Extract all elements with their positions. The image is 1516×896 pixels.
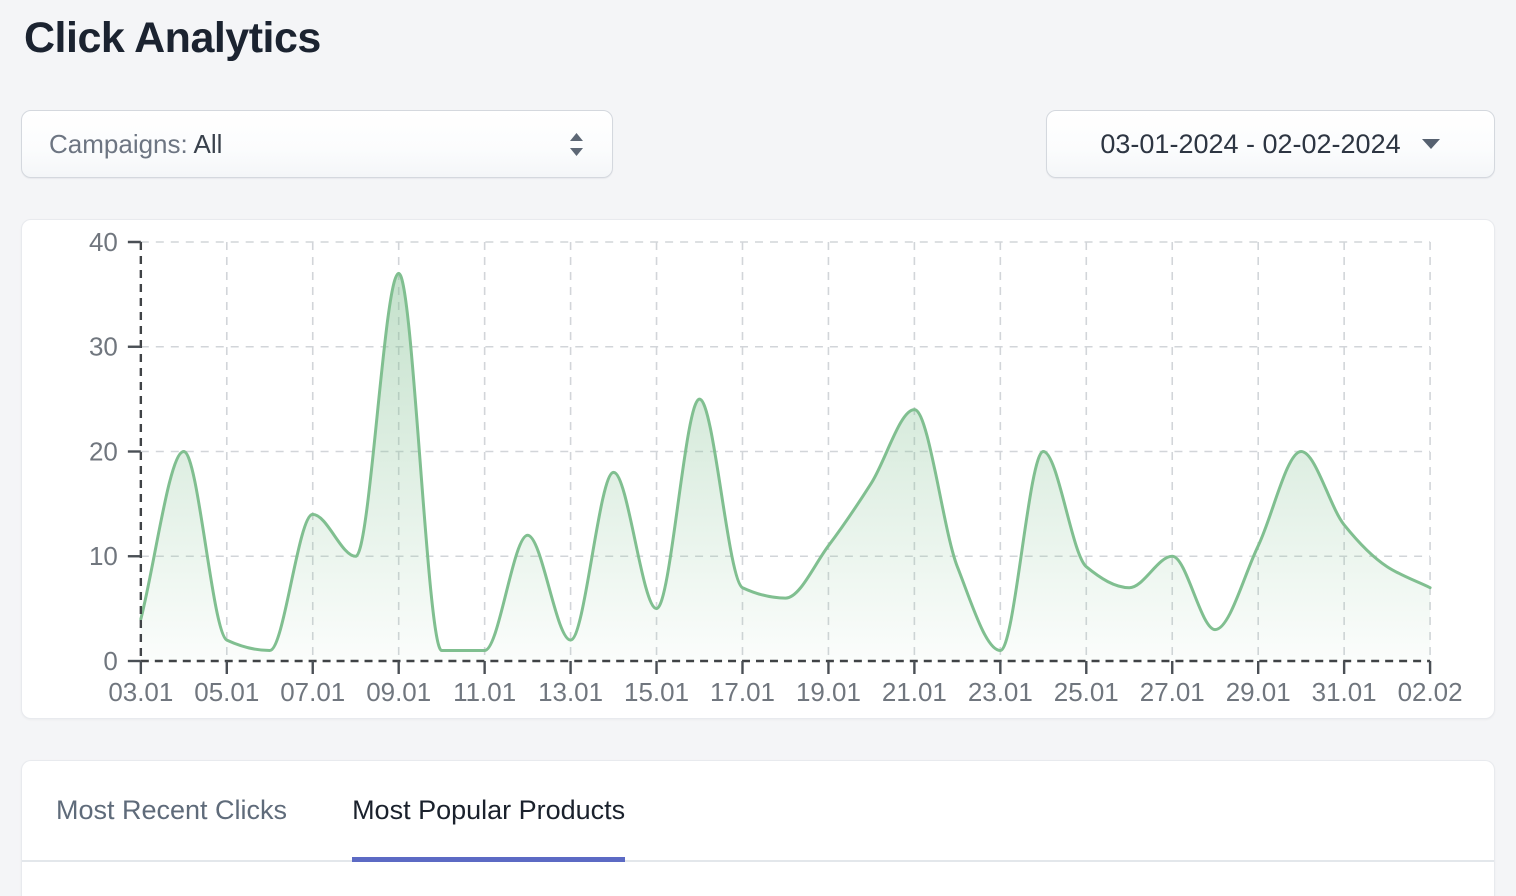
clicks-area-chart: 0 10 20 30 40 03.01 05.01 07.01 09.01 11.01 13.01 1… (89, 227, 1463, 707)
campaigns-select[interactable]: Campaigns: All (21, 110, 613, 178)
x-tick-label: 13.01 (538, 677, 603, 707)
x-tick-label: 11.01 (453, 677, 516, 707)
campaigns-select-text: Campaigns: All (49, 129, 222, 160)
x-tick-label: 09.01 (366, 677, 431, 707)
tab-label: Most Recent Clicks (56, 795, 288, 825)
series-area-fill (140, 273, 1431, 661)
x-tick-label: 31.01 (1312, 677, 1377, 707)
tabs-card: Most Recent Clicks Most Popular Products (21, 760, 1495, 896)
tab-most-popular-products[interactable]: Most Popular Products (352, 761, 626, 862)
x-tick-label: 02.02 (1398, 677, 1463, 707)
y-tick-label: 30 (89, 332, 118, 362)
y-tick-label: 10 (89, 541, 118, 571)
x-tick-label: 21.01 (882, 677, 947, 707)
x-tick-label: 29.01 (1226, 677, 1291, 707)
x-tick-label: 27.01 (1140, 677, 1205, 707)
select-updown-icon (570, 132, 583, 156)
date-range-button[interactable]: 03-01-2024 - 02-02-2024 (1046, 110, 1495, 178)
x-tick-label: 03.01 (108, 677, 173, 707)
x-tick-label: 19.01 (796, 677, 861, 707)
clicks-chart-card: 0 10 20 30 40 03.01 05.01 07.01 09.01 11.01 13.01 1… (21, 219, 1495, 719)
x-tick-label: 07.01 (280, 677, 345, 707)
x-tick-label: 17.01 (710, 677, 775, 707)
y-tick-label: 20 (89, 436, 118, 466)
y-tick-label: 40 (89, 227, 118, 257)
caret-down-icon (1421, 139, 1440, 149)
campaigns-select-value: All (193, 128, 223, 159)
axis-labels: 0 10 20 30 40 03.01 05.01 07.01 09.01 11.01 13.01 1… (89, 227, 1463, 707)
x-tick-label: 05.01 (194, 677, 259, 707)
tabs-row: Most Recent Clicks Most Popular Products (22, 761, 1494, 862)
x-tick-label: 15.01 (624, 677, 689, 707)
campaigns-select-label: Campaigns: (49, 128, 188, 159)
series-line (139, 271, 1432, 653)
tab-label: Most Popular Products (352, 795, 626, 825)
x-tick-label: 23.01 (968, 677, 1033, 707)
x-tick-label: 25.01 (1054, 677, 1119, 707)
y-tick-label: 0 (103, 646, 117, 676)
filters-bar: Campaigns: All 03-01-2024 - 02-02-2024 (21, 110, 1495, 178)
tab-most-recent-clicks[interactable]: Most Recent Clicks (56, 761, 287, 860)
date-range-value: 03-01-2024 - 02-02-2024 (1100, 128, 1401, 159)
page-title: Click Analytics (24, 14, 321, 62)
